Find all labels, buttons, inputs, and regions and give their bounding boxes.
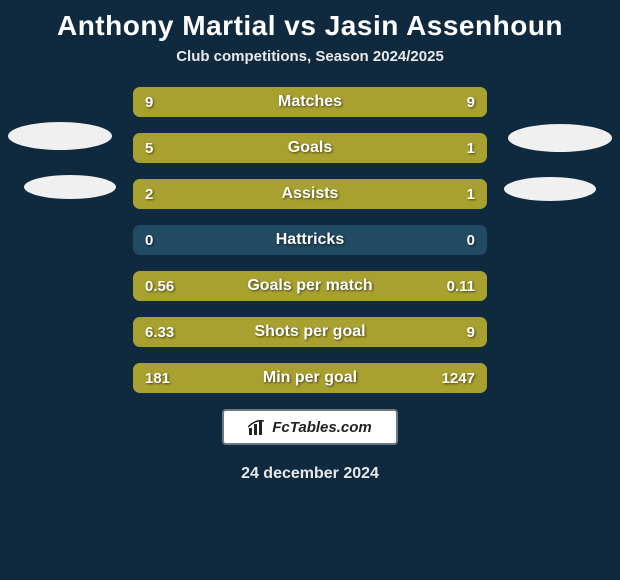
stat-value-left: 6.33 [145, 317, 174, 347]
stat-rows: Matches99Goals51Assists21Hattricks00Goal… [133, 87, 487, 393]
stat-label: Shots per goal [133, 317, 487, 347]
player-photo-placeholder [504, 177, 596, 201]
stat-value-left: 0.56 [145, 271, 174, 301]
stat-label: Assists [133, 179, 487, 209]
stat-value-left: 181 [145, 363, 170, 393]
stat-row: Shots per goal6.33 9 [133, 317, 487, 347]
stat-row: Assists2 1 [133, 179, 487, 209]
stat-row: Min per goal181 1247 [133, 363, 487, 393]
stat-label: Min per goal [133, 363, 487, 393]
brand-badge[interactable]: FcTables.com [222, 409, 398, 445]
subtitle: Club competitions, Season 2024/2025 [0, 48, 620, 65]
footer-date: 24 december 2024 [0, 465, 620, 483]
player-photo-placeholder [508, 124, 612, 152]
stat-label: Matches [133, 87, 487, 117]
stat-row: Matches9 9 [133, 87, 487, 117]
stat-label: Hattricks [133, 225, 487, 255]
page-title: Anthony Martial vs Jasin Assenhoun [0, 10, 620, 42]
stat-value-left: 0 [145, 225, 153, 255]
stat-value-right: 1 [467, 133, 475, 163]
stat-label: Goals [133, 133, 487, 163]
stat-value-right: 1 [467, 179, 475, 209]
stat-label: Goals per match [133, 271, 487, 301]
comparison-card: Anthony Martial vs Jasin Assenhoun Club … [0, 0, 620, 580]
stat-value-right: 0.11 [447, 271, 475, 301]
stat-value-left: 2 [145, 179, 153, 209]
stat-value-right: 0 [467, 225, 475, 255]
stat-value-left: 9 [145, 87, 153, 117]
stat-value-right: 1247 [442, 363, 475, 393]
stat-value-right: 9 [467, 317, 475, 347]
brand-bars-icon [248, 418, 268, 436]
stat-row: Goals per match0.56 0.11 [133, 271, 487, 301]
stat-value-right: 9 [467, 87, 475, 117]
player-photo-placeholder [8, 122, 112, 150]
stat-row: Hattricks0 0 [133, 225, 487, 255]
player-photo-placeholder [24, 175, 116, 199]
stat-value-left: 5 [145, 133, 153, 163]
brand-text: FcTables.com [272, 419, 371, 436]
stat-row: Goals5 1 [133, 133, 487, 163]
